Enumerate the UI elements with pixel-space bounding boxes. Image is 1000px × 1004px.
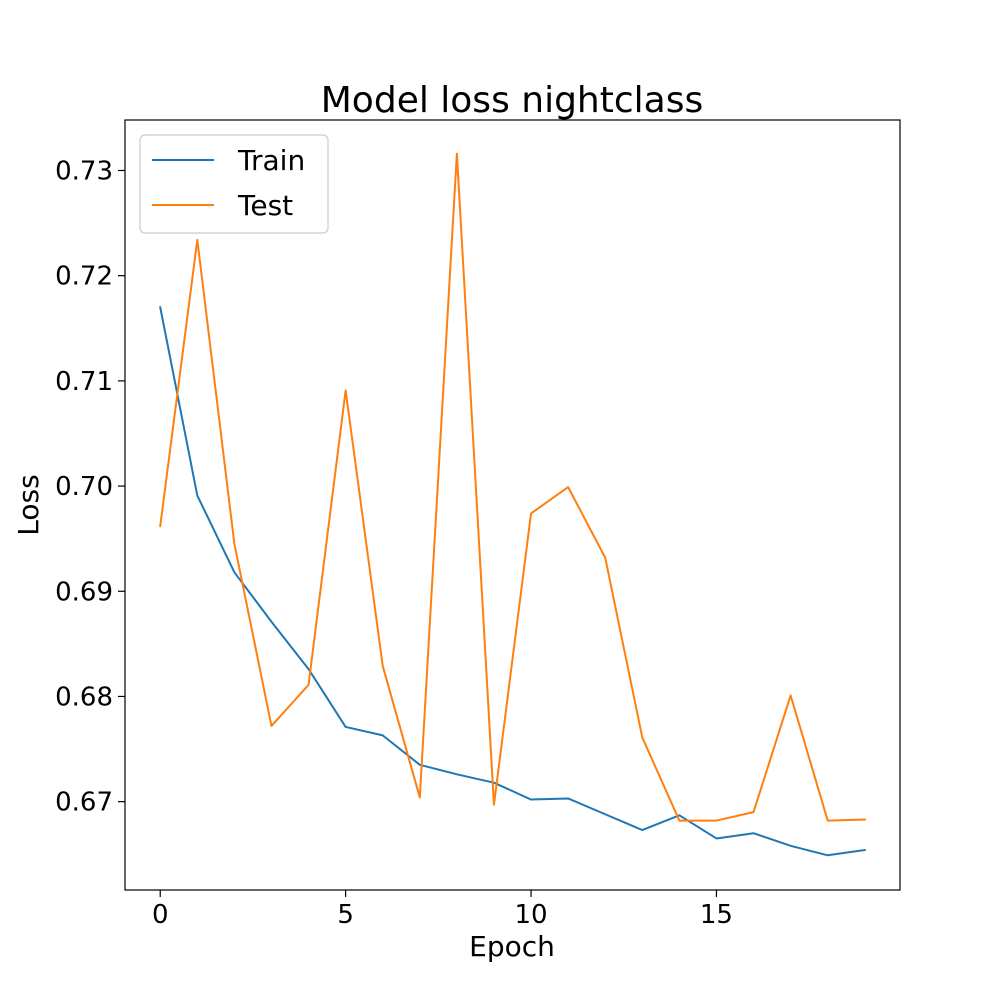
x-axis-label: Epoch bbox=[469, 930, 555, 963]
x-tick-label: 0 bbox=[152, 900, 169, 930]
legend-label-train: Train bbox=[237, 144, 305, 177]
x-axis: 0 5 10 15 bbox=[152, 890, 733, 930]
chart-title: Model loss nightclass bbox=[321, 80, 703, 121]
series-layer bbox=[159, 152, 866, 857]
x-tick-label: 5 bbox=[337, 900, 354, 930]
y-tick-label: 0.70 bbox=[55, 472, 113, 502]
legend-label-test: Test bbox=[237, 189, 293, 222]
y-tick-label: 0.67 bbox=[55, 788, 113, 818]
series-line-train bbox=[159, 306, 866, 857]
y-tick-label: 0.72 bbox=[55, 262, 113, 292]
x-tick-label: 10 bbox=[514, 900, 547, 930]
plot-background bbox=[125, 120, 900, 890]
plot-frame bbox=[124, 119, 901, 891]
y-tick-label: 0.68 bbox=[55, 682, 113, 712]
plot-area bbox=[124, 119, 901, 891]
y-tick-label: 0.69 bbox=[55, 577, 113, 607]
y-tick-label: 0.71 bbox=[55, 367, 113, 397]
series-line-test bbox=[159, 152, 866, 822]
legend: Train Test bbox=[139, 134, 329, 234]
y-axis: 0.67 0.68 0.69 0.70 0.71 0.72 0.73 bbox=[55, 156, 125, 818]
x-tick-label: 15 bbox=[700, 900, 733, 930]
y-tick-label: 0.73 bbox=[55, 156, 113, 186]
y-axis-label: Loss bbox=[12, 474, 45, 535]
